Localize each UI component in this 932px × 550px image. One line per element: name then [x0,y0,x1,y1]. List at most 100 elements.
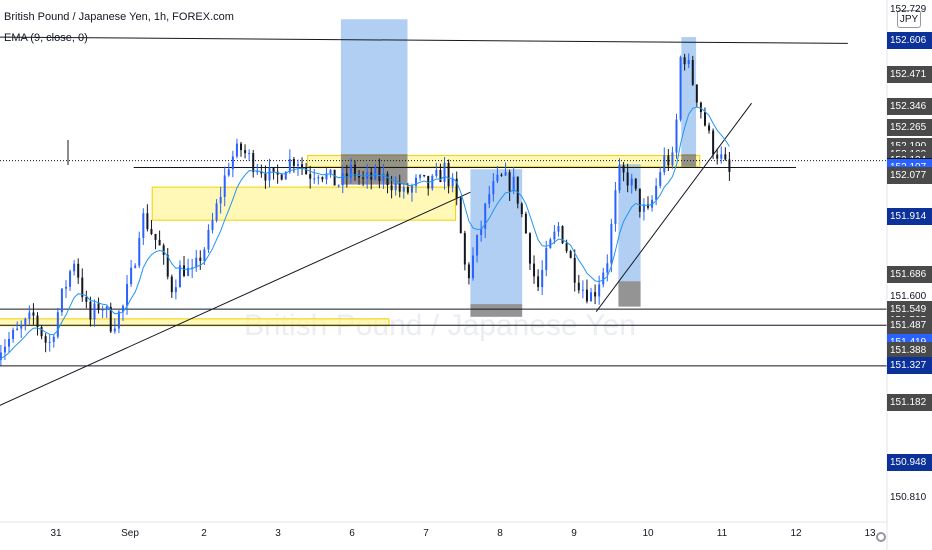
trendline-0 [0,191,471,406]
range-boxes[interactable] [340,19,697,317]
price-label: 152.265 [887,118,932,136]
candle-body [126,284,129,306]
box-gray-5 [618,281,641,307]
candle-body [386,173,389,186]
time-label: 31 [50,528,62,539]
time-label: 9 [571,528,577,539]
ema-indicator-label[interactable]: EMA (9, close, 0) [4,32,88,44]
candle-body [557,226,560,232]
trendlines[interactable] [0,36,848,413]
price-label: 151.600 [890,290,927,302]
candle-body [97,303,100,311]
trendline-1 [0,36,848,44]
candle-body [272,168,275,172]
candle-body [463,233,466,265]
candle-body [724,154,727,160]
price-label: 150.948 [887,453,932,471]
candle-body [256,171,259,173]
candle-body [117,311,120,329]
candle-body [150,229,153,234]
candle-body [451,178,454,187]
candle-body [52,336,55,342]
candle-body [113,328,116,332]
candle-body [581,289,584,291]
candle-body [402,187,405,192]
price-label: 152.606 [887,32,932,50]
candle-body [248,153,251,155]
time-label: Sep [121,528,139,539]
candle-body [219,196,222,204]
candle-body [288,159,291,172]
candle-body [301,164,304,168]
candle-body [292,159,295,166]
zone-1 [151,186,457,221]
candle-body [109,306,112,332]
candle-body [516,176,519,204]
candle-body [77,263,80,278]
trendline-2 [595,102,753,313]
candle-body [406,187,409,193]
candle-body [614,190,617,224]
candle-body [378,167,381,182]
candle-body [459,197,462,234]
candle-body [545,248,548,271]
settings-icon[interactable] [876,532,886,542]
candle-body [496,174,499,182]
currency-button[interactable]: JPY [897,10,921,28]
candle-body [394,183,397,191]
candle-body [508,172,511,192]
price-label: 151.182 [887,394,932,412]
price-label: 152.729 [890,3,927,15]
time-label: 13 [864,528,876,539]
candle-body [337,185,340,187]
candle-body [154,233,157,240]
candle-body [703,112,706,126]
candle-body [630,178,633,186]
candle-body [309,174,312,179]
candle-body [512,176,515,192]
candle-body [569,251,572,258]
candle-body [268,168,271,181]
supply-demand-zones[interactable] [0,155,701,327]
candle-body [81,277,84,298]
price-label: 152.346 [887,98,932,116]
candle-body [16,328,19,330]
candle-body [695,84,698,103]
candle-body [284,171,287,180]
candle-body [520,203,523,214]
box-gray-3 [470,304,523,317]
candle-body [158,239,161,246]
candle-body [24,318,27,326]
candle-body [215,203,218,221]
candle-body [447,162,450,187]
candle-body [345,173,348,178]
candle-body [207,229,210,250]
candle-body [537,276,540,288]
time-label: 6 [349,528,355,539]
candle-body [8,338,11,347]
candle-body [296,164,299,166]
candle-body [0,352,2,361]
candle-body [36,315,39,328]
candle-body [142,213,145,238]
candle-body [626,172,629,186]
price-label: 151.327 [887,357,932,375]
price-label: 152.471 [887,66,932,84]
horizontal-levels[interactable] [0,160,887,367]
candle-body [105,306,108,310]
candle-body [565,243,568,252]
candle-body [524,213,527,234]
candle-body [341,173,344,186]
candle-body [683,57,686,65]
candle-body [12,329,15,339]
candle-body [321,177,324,180]
candle-body [642,204,645,212]
candle-body [264,173,267,181]
price-label: 151.388 [887,341,932,359]
candle-body [553,231,556,240]
candle-body [671,152,674,166]
candle-body [561,226,564,244]
candle-body [69,271,72,287]
candle-body [223,175,226,197]
